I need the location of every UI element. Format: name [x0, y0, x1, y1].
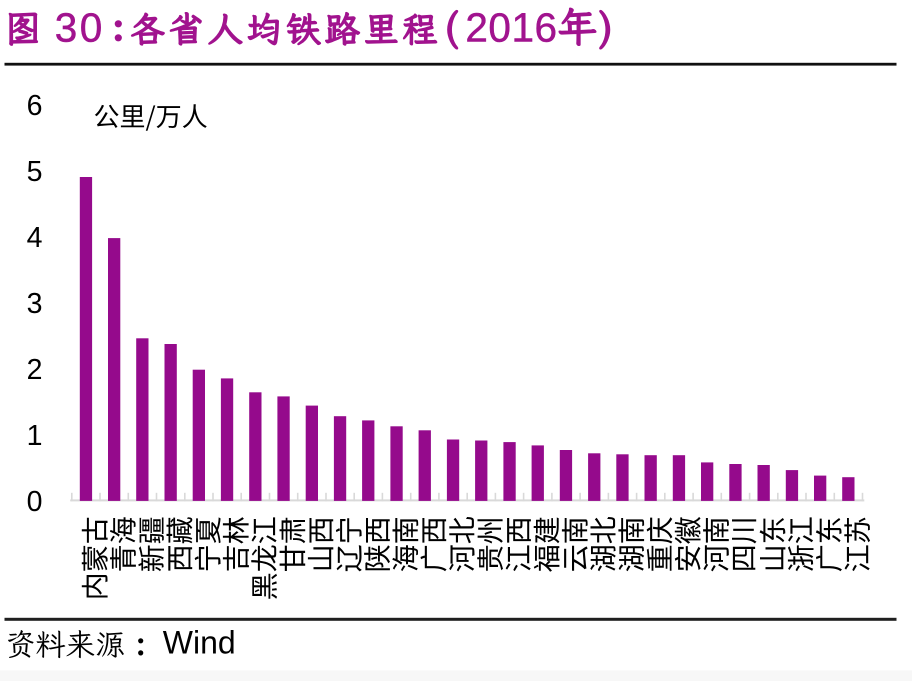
svg-text:3: 3: [27, 288, 43, 320]
svg-text:1: 1: [27, 420, 43, 452]
svg-text:Wind: Wind: [163, 624, 236, 660]
svg-text:5: 5: [27, 156, 43, 188]
svg-text:6: 6: [27, 90, 43, 122]
svg-text:30: 30: [55, 5, 105, 51]
svg-text:4: 4: [27, 222, 43, 254]
svg-text:2: 2: [27, 354, 43, 386]
svg-text:2016: 2016: [465, 5, 557, 51]
svg-text:0: 0: [27, 486, 43, 518]
